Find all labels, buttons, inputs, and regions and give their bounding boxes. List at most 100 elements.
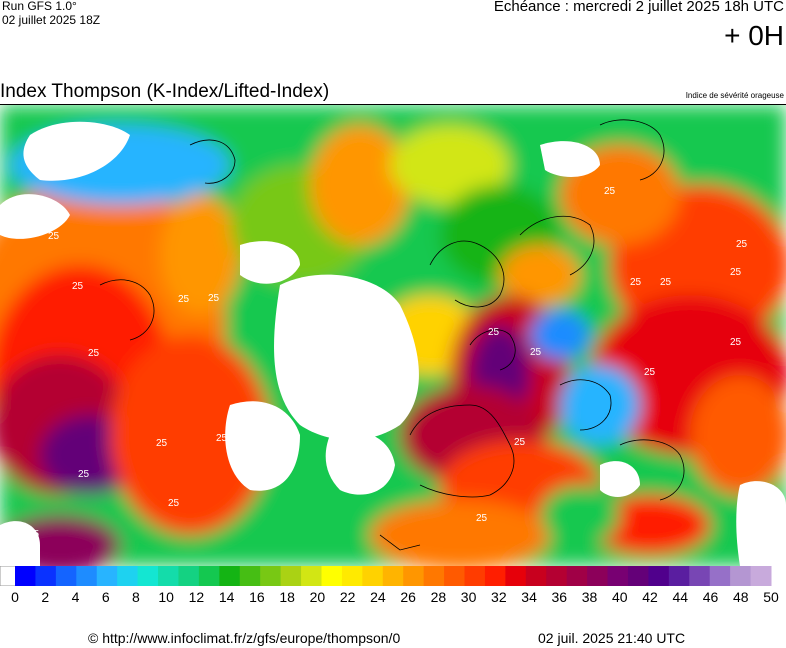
scale-tick-label: 16 bbox=[249, 589, 265, 605]
scale-tick-label: 26 bbox=[400, 589, 416, 605]
scale-tick-label: 28 bbox=[430, 589, 447, 605]
scale-tick-label: 32 bbox=[491, 589, 507, 605]
contour-label: 25 bbox=[630, 277, 642, 288]
contour-label: 25 bbox=[178, 294, 190, 305]
scale-swatch bbox=[55, 566, 77, 586]
scale-swatch bbox=[178, 566, 200, 586]
scale-swatch bbox=[260, 566, 282, 586]
scale-swatch bbox=[35, 566, 57, 586]
scale-tick-label: 0 bbox=[11, 589, 19, 605]
coastlines bbox=[99, 119, 685, 551]
scale-swatch bbox=[76, 566, 98, 586]
valid-time: Echéance : mercredi 2 juillet 2025 18h U… bbox=[493, 0, 784, 15]
scale-tick-label: 6 bbox=[101, 589, 110, 605]
scale-swatch bbox=[566, 566, 588, 586]
contour-label: 25 bbox=[72, 281, 84, 292]
contour-label: 25 bbox=[88, 348, 100, 359]
contour-label: 25 bbox=[514, 437, 526, 448]
scale-tick-label: 22 bbox=[339, 589, 356, 605]
scale-swatch bbox=[546, 566, 568, 586]
scale-swatch bbox=[464, 566, 486, 586]
scale-swatch bbox=[730, 566, 752, 586]
scale-tick-label: 44 bbox=[672, 589, 689, 605]
copyright: © http://www.infoclimat.fr/z/gfs/europe/… bbox=[88, 630, 401, 646]
scale-swatch bbox=[321, 566, 343, 586]
scale-swatch bbox=[689, 566, 711, 586]
color-scale-bar bbox=[0, 565, 772, 587]
contour-label: 25 bbox=[730, 337, 742, 348]
color-scale bbox=[0, 565, 786, 587]
scale-swatch bbox=[362, 566, 384, 586]
scale-swatch bbox=[648, 566, 670, 586]
scale-swatch bbox=[301, 566, 322, 586]
contour-label: 25 bbox=[78, 469, 90, 480]
scale-swatch bbox=[668, 566, 690, 586]
run-date: 02 juillet 2025 18Z bbox=[2, 13, 101, 27]
scale-swatch bbox=[484, 566, 506, 586]
scale-swatch bbox=[403, 566, 425, 586]
scale-tick-label: 14 bbox=[218, 589, 235, 605]
forecast-offset: + 0H bbox=[724, 20, 784, 51]
contour-label: 25 bbox=[604, 186, 616, 197]
contour-label: 25 bbox=[530, 347, 542, 358]
map-title: Index Thompson (K-Index/Lifted-Index) bbox=[0, 81, 330, 102]
contour-label: 25 bbox=[736, 239, 748, 250]
scale-tick-label: 4 bbox=[71, 589, 80, 605]
scale-swatch bbox=[137, 566, 159, 586]
scale-swatch bbox=[750, 566, 772, 586]
contour-label: 25 bbox=[660, 277, 672, 288]
scale-tick-label: 46 bbox=[702, 589, 719, 605]
scale-swatch bbox=[505, 566, 527, 586]
scale-swatch bbox=[117, 566, 139, 586]
scale-tick-label: 36 bbox=[551, 589, 568, 605]
scale-swatch bbox=[0, 565, 16, 587]
scale-swatch bbox=[444, 566, 466, 586]
run-title: Run GFS 1.0° bbox=[2, 0, 77, 13]
scale-swatch bbox=[525, 566, 547, 586]
masked-areas bbox=[0, 121, 786, 566]
contour-label: 25 bbox=[168, 498, 180, 509]
scale-swatch bbox=[198, 566, 220, 586]
contour-label: 25 bbox=[48, 231, 60, 242]
scale-swatch bbox=[158, 566, 179, 586]
map-canvas: 25 25 25 25 25 25 25 25 25 25 25 25 25 2… bbox=[0, 105, 786, 566]
scale-swatch bbox=[341, 566, 363, 586]
scale-tick-label: 10 bbox=[158, 589, 174, 605]
thompson-index-map: 25 25 25 25 25 25 25 25 25 25 25 25 25 2… bbox=[0, 104, 786, 566]
scale-ticks: 0 2 4 6 8 10 12 14 16 18 20 22 24 26 28 30 32 34 36 38 40 42 4… bbox=[0, 589, 786, 607]
scale-swatch bbox=[96, 566, 118, 586]
scale-tick-label: 18 bbox=[279, 589, 295, 605]
contour-label: 25 bbox=[644, 367, 656, 378]
scale-swatch bbox=[627, 566, 649, 586]
scale-tick-label: 42 bbox=[642, 589, 658, 605]
scale-tick-label: 40 bbox=[612, 589, 628, 605]
scale-tick-label: 12 bbox=[188, 589, 205, 605]
contour-label: 25 bbox=[28, 529, 40, 540]
scale-swatch bbox=[423, 566, 445, 586]
scale-tick-label: 38 bbox=[581, 589, 598, 605]
contour-label: 25 bbox=[488, 327, 500, 338]
severity-note: Indice de sévérité orageuse bbox=[685, 91, 784, 100]
scale-tick-label: 30 bbox=[460, 589, 477, 605]
scale-swatch bbox=[219, 566, 241, 586]
scale-swatch bbox=[280, 566, 302, 586]
scale-swatch bbox=[239, 566, 261, 586]
scale-swatch bbox=[587, 566, 609, 586]
scale-tick-label: 2 bbox=[41, 589, 50, 605]
scale-swatch bbox=[382, 566, 404, 586]
scale-tick-label: 24 bbox=[370, 589, 386, 605]
scale-swatch bbox=[709, 566, 731, 586]
scale-tick-label: 50 bbox=[763, 589, 779, 605]
contour-label: 25 bbox=[476, 513, 488, 524]
scale-tick-label: 34 bbox=[521, 589, 537, 605]
contour-label: 25 bbox=[216, 433, 228, 444]
contour-label: 25 bbox=[156, 438, 168, 449]
scale-swatch bbox=[15, 566, 36, 586]
footer-date: 02 juil. 2025 21:40 UTC bbox=[538, 630, 686, 646]
scale-tick-label: 20 bbox=[309, 589, 326, 605]
scale-swatch bbox=[607, 566, 629, 586]
contour-labels: 25 25 25 25 25 25 25 25 25 25 25 25 25 2… bbox=[28, 186, 748, 540]
contour-label: 25 bbox=[730, 267, 742, 278]
scale-tick-label: 8 bbox=[132, 589, 140, 605]
scale-tick-label: 48 bbox=[732, 589, 749, 605]
